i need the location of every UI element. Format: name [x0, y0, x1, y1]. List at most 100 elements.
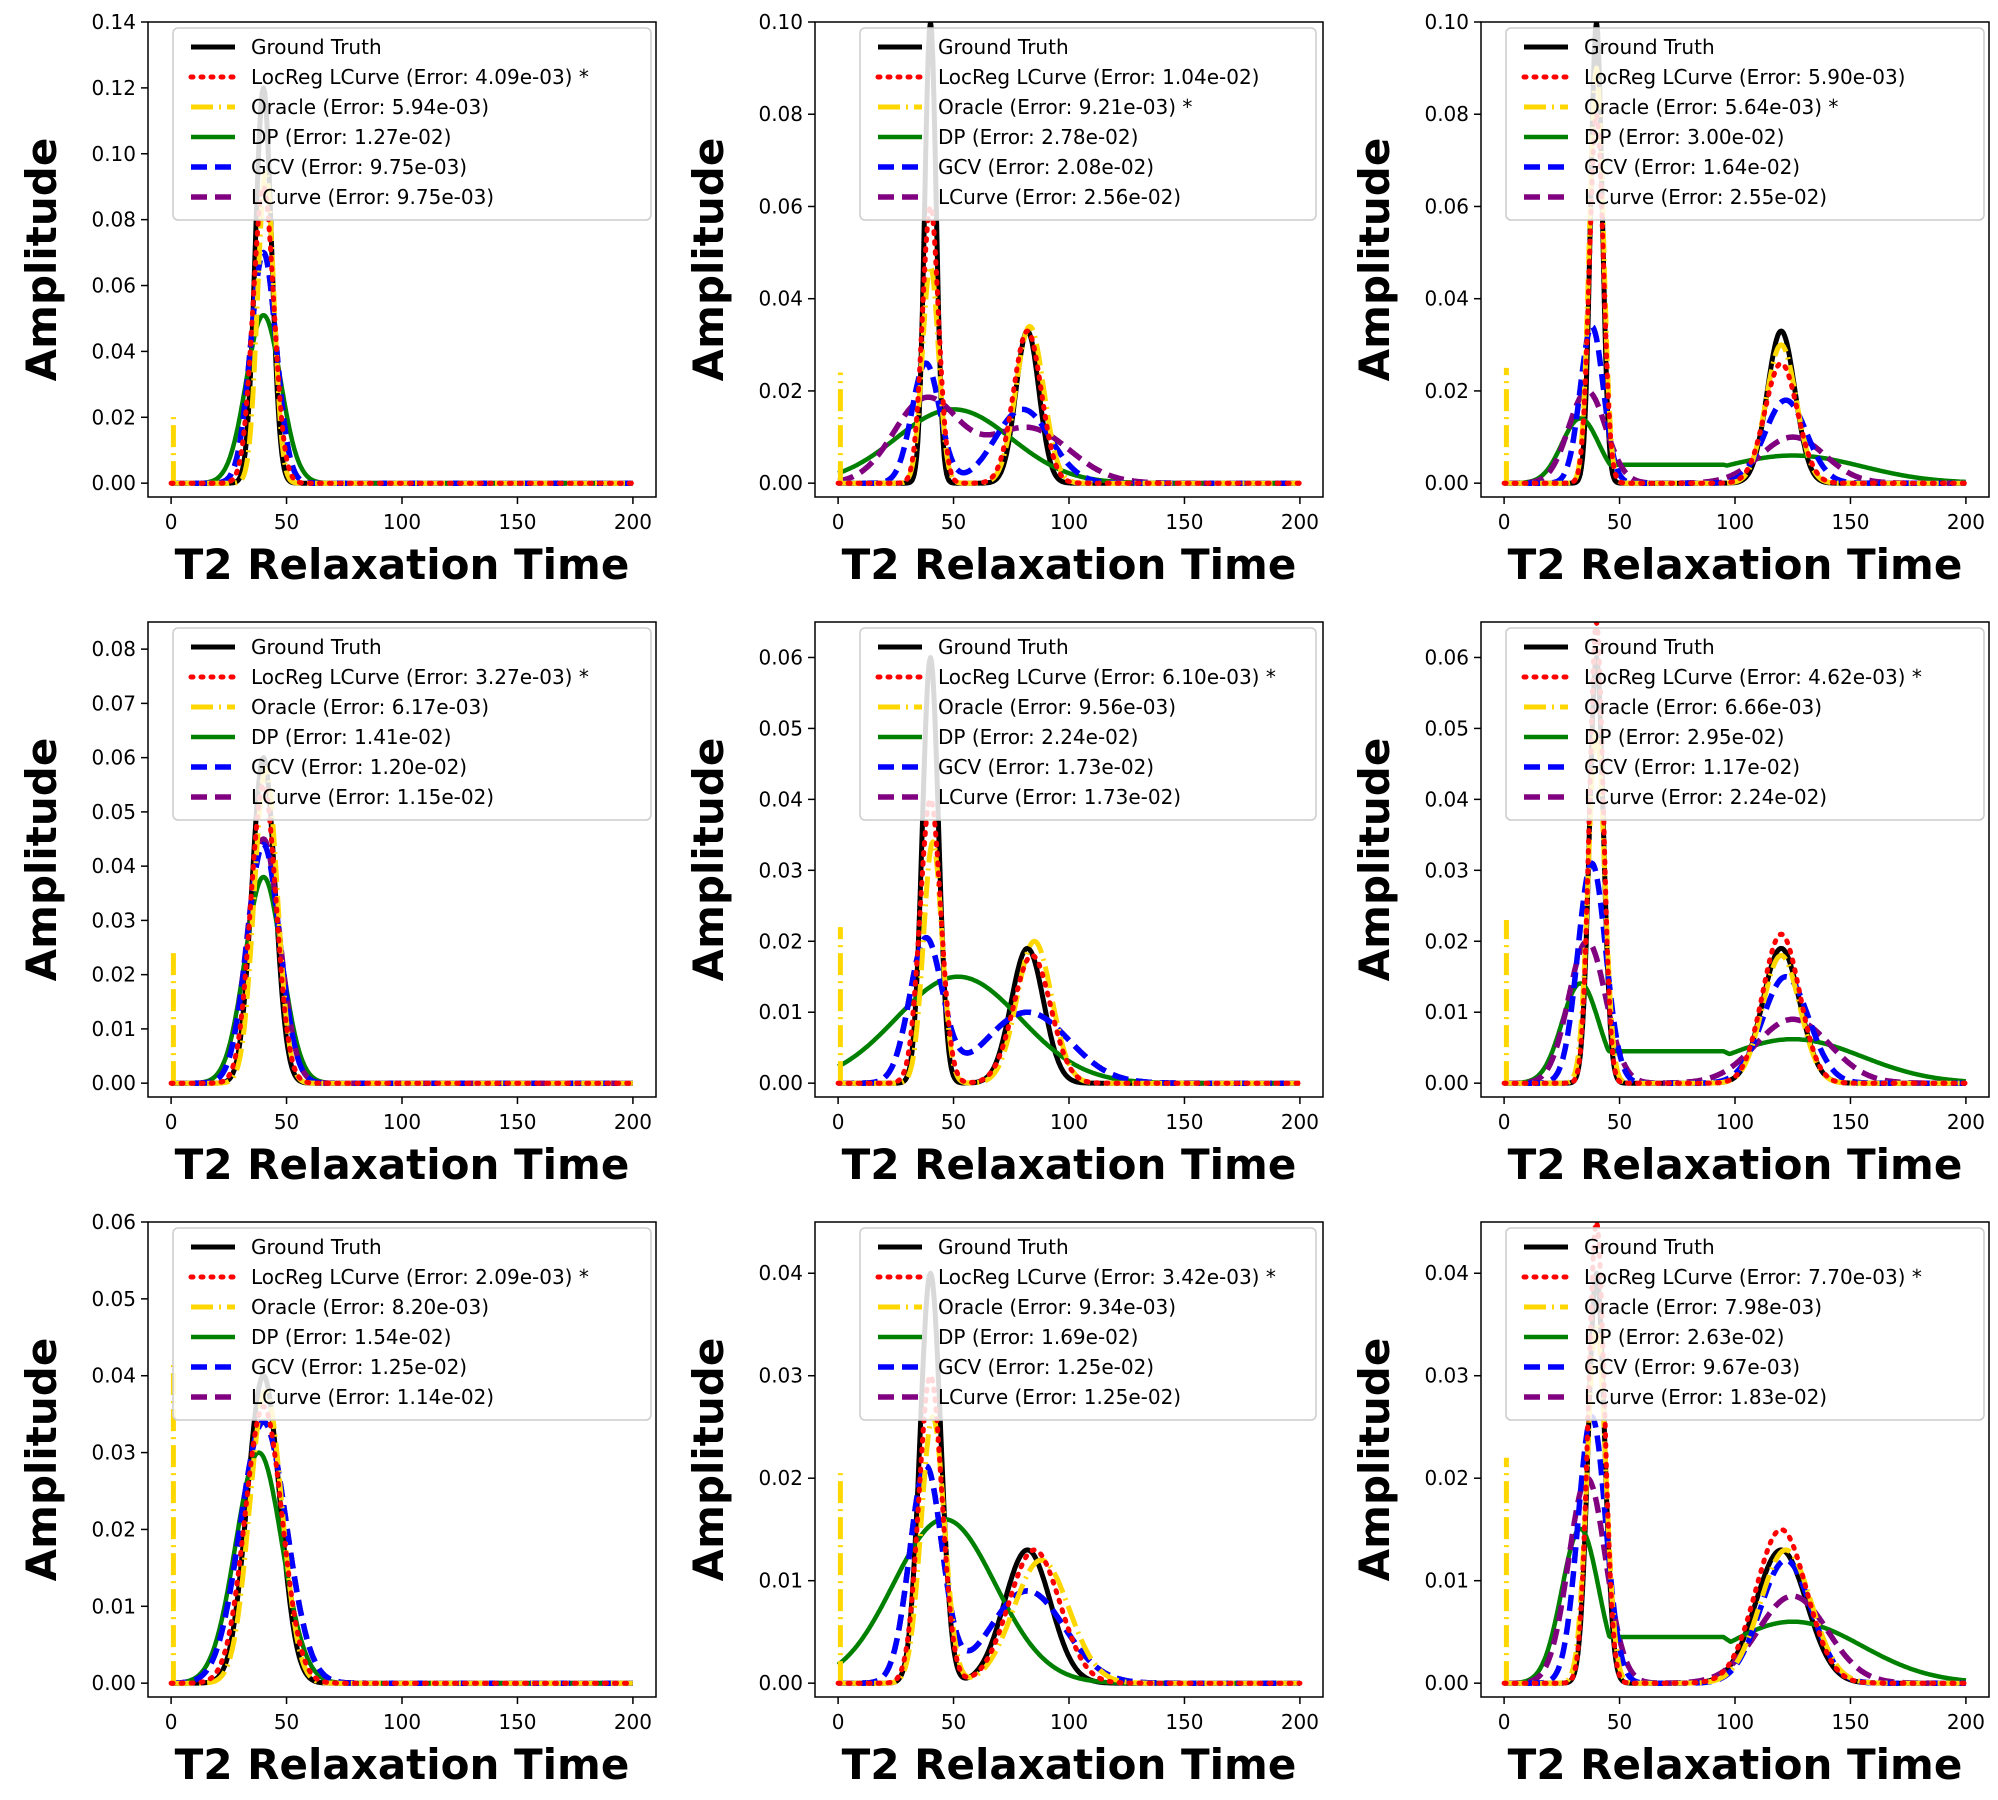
y-axis-label: Amplitude: [17, 1338, 66, 1582]
y-tick-label: 0.00: [91, 1071, 136, 1095]
y-tick-label: 0.00: [91, 471, 136, 495]
x-tick-label: 100: [1050, 1110, 1088, 1134]
legend-box: [172, 627, 652, 821]
panel-row1-col2: 0 50 100 150 200 0.00 0.02 0.04 0.06 0.08 0.10 T2 R…: [684, 10, 1324, 589]
x-tick-label: 50: [941, 1710, 966, 1734]
y-tick-label: 0.08: [91, 208, 136, 232]
legend-label: LocReg LCurve (Error: 4.09e-03) *: [251, 65, 589, 89]
series-line-gcv: [1502, 860, 1968, 1086]
y-tick-label: 0.06: [91, 746, 136, 770]
legend: Ground Truth LocReg LCurve (Error: 3.27e-…: [172, 627, 652, 821]
y-tick-label: 0.05: [91, 1287, 136, 1311]
legend-box: [1505, 627, 1985, 821]
legend: Ground Truth LocReg LCurve (Error: 4.62e-…: [1505, 627, 1985, 821]
series-line-dp: [1502, 1526, 1968, 1686]
x-tick-label: 150: [1831, 1710, 1869, 1734]
legend-label: GCV (Error: 1.73e-02): [938, 755, 1154, 779]
y-tick-label: 0.08: [758, 102, 803, 126]
series-line-locreg-lcurve: [835, 796, 1303, 1086]
x-tick-label: 150: [498, 510, 536, 534]
legend-label: GCV (Error: 1.64e-02): [1584, 155, 1800, 179]
plot-area: [835, 655, 1303, 1086]
y-tick-label: 0.03: [91, 908, 136, 932]
series-line-locreg-lcurve: [1501, 622, 1969, 1086]
legend-label: Oracle (Error: 6.17e-03): [251, 695, 489, 719]
legend-label: GCV (Error: 1.20e-02): [251, 755, 467, 779]
series-line-locreg-lcurve: [1501, 1222, 1969, 1686]
legend-label: LocReg LCurve (Error: 7.70e-03) *: [1584, 1265, 1922, 1289]
y-axis-label: Amplitude: [17, 138, 66, 382]
legend-label: GCV (Error: 1.25e-02): [251, 1355, 467, 1379]
legend-label: DP (Error: 1.54e-02): [251, 1325, 451, 1349]
y-tick-label: 0.06: [91, 1210, 136, 1234]
legend-label: GCV (Error: 9.67e-03): [1584, 1355, 1800, 1379]
legend-box: [1505, 27, 1985, 221]
legend-label: Oracle (Error: 5.64e-03) *: [1584, 95, 1838, 119]
series-line-gcv: [1502, 323, 1968, 486]
y-tick-label: 0.01: [91, 1017, 136, 1041]
legend: Ground Truth LocReg LCurve (Error: 6.10e-…: [859, 627, 1317, 821]
y-axis-label: Amplitude: [684, 738, 733, 982]
x-axis-label: T2 Relaxation Time: [1508, 1740, 1963, 1789]
legend-label: GCV (Error: 1.17e-02): [1584, 755, 1800, 779]
series-line-lcurve: [836, 394, 1302, 486]
y-tick-label: 0.03: [758, 1364, 803, 1388]
legend: Ground Truth LocReg LCurve (Error: 1.04e-…: [859, 27, 1317, 221]
y-tick-label: 0.03: [1424, 1364, 1469, 1388]
legend-label: Ground Truth: [1584, 635, 1715, 659]
x-tick-label: 0: [1498, 510, 1511, 534]
y-tick-label: 0.10: [1424, 10, 1469, 34]
series-line-locreg-lcurve: [835, 204, 1303, 486]
legend-label: LocReg LCurve (Error: 3.27e-03) *: [251, 665, 589, 689]
legend-label: Oracle (Error: 9.21e-03) *: [938, 95, 1192, 119]
legend-label: GCV (Error: 1.25e-02): [938, 1355, 1154, 1379]
legend-label: GCV (Error: 2.08e-02): [938, 155, 1154, 179]
x-axis-label: T2 Relaxation Time: [842, 1140, 1297, 1189]
y-tick-label: 0.06: [758, 194, 803, 218]
x-tick-label: 0: [832, 1110, 845, 1134]
legend-label: LCurve (Error: 2.56e-02): [938, 185, 1181, 209]
y-tick-label: 0.05: [91, 800, 136, 824]
x-axis-label: T2 Relaxation Time: [842, 540, 1297, 589]
x-tick-label: 0: [1498, 1710, 1511, 1734]
series-line-locreg-lcurve: [168, 1404, 636, 1686]
x-tick-label: 0: [832, 510, 845, 534]
x-tick-label: 100: [1716, 1710, 1754, 1734]
y-tick-label: 0.02: [91, 1517, 136, 1541]
x-axis-label: T2 Relaxation Time: [175, 1740, 630, 1789]
x-tick-label: 100: [1716, 510, 1754, 534]
y-tick-label: 0.02: [758, 929, 803, 953]
legend-label: DP (Error: 2.78e-02): [938, 125, 1138, 149]
legend-label: Ground Truth: [251, 635, 382, 659]
series-line-locreg-lcurve: [168, 782, 636, 1086]
x-tick-label: 50: [274, 1710, 299, 1734]
y-tick-label: 0.07: [91, 691, 136, 715]
legend-label: Oracle (Error: 8.20e-03): [251, 1295, 489, 1319]
legend-label: LocReg LCurve (Error: 1.04e-02): [938, 65, 1259, 89]
legend-label: LCurve (Error: 1.15e-02): [251, 785, 494, 809]
plot-area: [835, 1270, 1303, 1686]
series-line-oracle: [1502, 1322, 1968, 1686]
legend-label: LocReg LCurve (Error: 6.10e-03) *: [938, 665, 1276, 689]
panel-row2-col1: 0 50 100 150 200 0.00 0.01 0.02 0.03 0.04 0.05 0.06…: [17, 621, 657, 1189]
legend-label: LocReg LCurve (Error: 2.09e-03) *: [251, 1265, 589, 1289]
legend-label: Oracle (Error: 9.56e-03): [938, 695, 1176, 719]
series-line-dp: [1502, 416, 1968, 486]
y-tick-label: 0.03: [1424, 858, 1469, 882]
legend-label: Ground Truth: [1584, 35, 1715, 59]
x-tick-label: 150: [1831, 510, 1869, 534]
x-tick-label: 0: [1498, 1110, 1511, 1134]
x-tick-label: 150: [498, 1110, 536, 1134]
legend-label: LCurve (Error: 2.55e-02): [1584, 185, 1827, 209]
legend-label: Ground Truth: [938, 635, 1069, 659]
x-tick-label: 100: [1050, 1710, 1088, 1734]
legend-label: Oracle (Error: 7.98e-03): [1584, 1295, 1822, 1319]
x-tick-label: 100: [383, 1710, 421, 1734]
legend-box: [172, 1227, 652, 1421]
series-line-oracle: [1502, 725, 1968, 1086]
x-tick-label: 100: [383, 510, 421, 534]
x-tick-label: 0: [165, 1110, 178, 1134]
y-tick-label: 0.05: [758, 716, 803, 740]
legend-label: Oracle (Error: 6.66e-03): [1584, 695, 1822, 719]
